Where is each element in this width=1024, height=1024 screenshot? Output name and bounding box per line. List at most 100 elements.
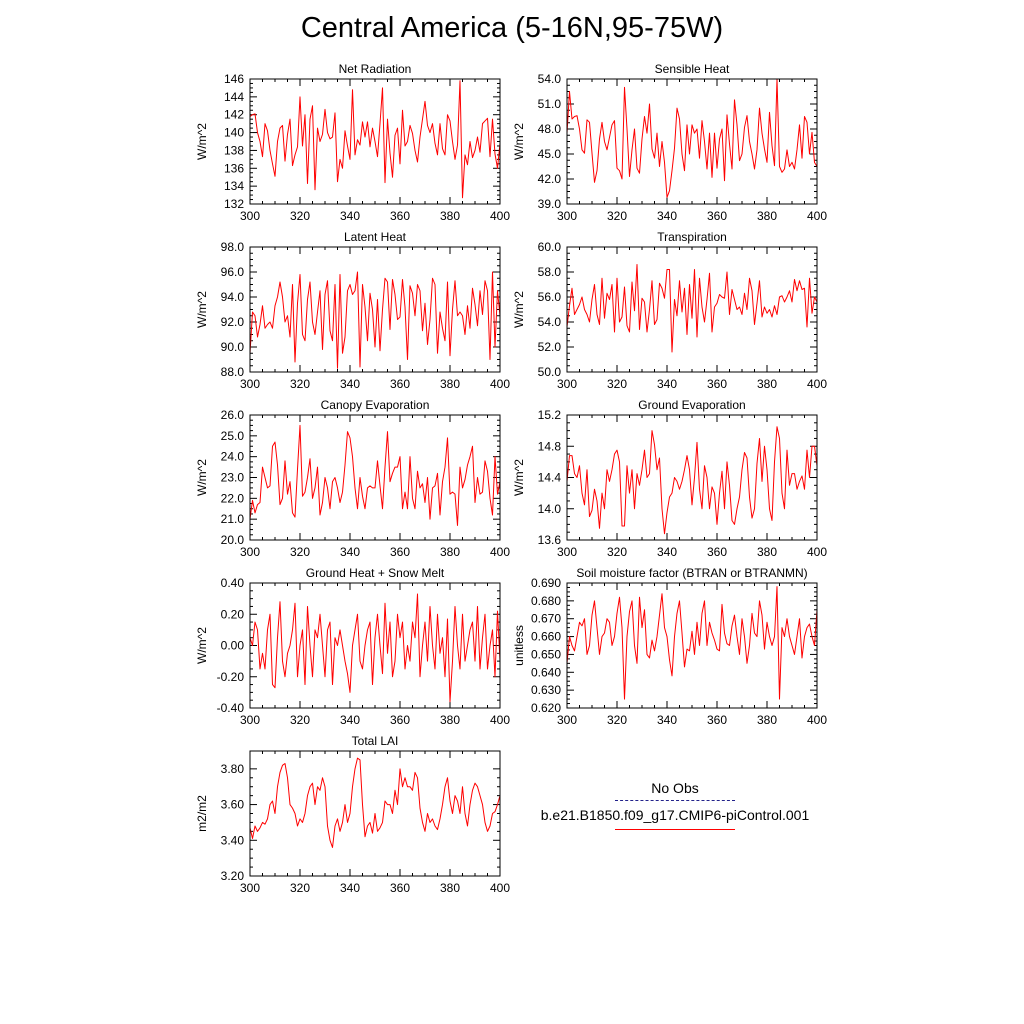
legend: No Obs b.e21.B1850.f09_g17.CMIP6-piContr… [520, 780, 830, 830]
y-tick-label: -0.40 [217, 701, 245, 715]
x-tick-label: 320 [607, 209, 627, 223]
panel-9: Total LAI 300 320 340 360 380 400 3.20 3.40 3.60 3… [195, 734, 510, 895]
x-tick-label: 300 [557, 713, 577, 727]
legend-model-line [615, 829, 735, 830]
y-axis-label: W/m^2 [195, 123, 209, 160]
x-tick-label: 300 [240, 881, 260, 895]
y-tick-label: 0.660 [531, 630, 561, 644]
x-tick-label: 400 [490, 545, 510, 559]
series-line [249, 424, 501, 526]
series-line [249, 757, 501, 848]
x-tick-label: 300 [240, 209, 260, 223]
y-tick-label: 45.0 [538, 147, 562, 161]
x-tick-label: 340 [340, 545, 360, 559]
x-tick-label: 340 [340, 209, 360, 223]
x-tick-label: 360 [707, 545, 727, 559]
plot-frame [249, 246, 501, 373]
y-tick-label: 56.0 [538, 290, 562, 304]
y-tick-label: 26.0 [221, 408, 245, 422]
y-tick-label: 96.0 [221, 265, 245, 279]
panel-title: Sensible Heat [655, 62, 730, 76]
plot-frame [566, 246, 818, 373]
x-tick-label: 400 [490, 377, 510, 391]
x-tick-label: 360 [707, 713, 727, 727]
panel-title: Transpiration [657, 230, 727, 244]
y-tick-label: 50.0 [538, 365, 562, 379]
y-tick-label: 3.40 [221, 833, 245, 847]
x-tick-label: 340 [657, 545, 677, 559]
plot-frame [249, 582, 501, 709]
y-tick-label: 54.0 [538, 72, 562, 86]
y-tick-label: 0.640 [531, 665, 561, 679]
y-tick-label: 0.690 [531, 576, 561, 590]
plot-frame [566, 78, 818, 205]
panel-title: Total LAI [352, 734, 399, 748]
y-tick-label: 14.8 [538, 439, 562, 453]
x-tick-label: 400 [807, 713, 827, 727]
plot-frame [566, 582, 818, 709]
panel-5: Canopy Evaporation 300 320 340 360 380 400 20.0… [195, 398, 510, 559]
x-tick-label: 400 [490, 713, 510, 727]
series-line [566, 426, 818, 535]
x-tick-label: 380 [757, 713, 777, 727]
y-tick-label: 60.0 [538, 240, 562, 254]
x-tick-label: 400 [807, 209, 827, 223]
panel-1: Net Radiation 300 320 340 360 380 400 132 134 136… [195, 62, 510, 223]
x-tick-label: 340 [657, 713, 677, 727]
x-tick-label: 400 [807, 545, 827, 559]
y-tick-label: 132 [224, 197, 244, 211]
y-tick-label: 20.0 [221, 533, 245, 547]
x-tick-label: 320 [290, 713, 310, 727]
x-tick-label: 400 [490, 209, 510, 223]
plot-frame [249, 750, 501, 877]
x-tick-label: 300 [240, 545, 260, 559]
panel-4: Transpiration 300 320 340 360 380 400 50.0 52.0 5… [512, 230, 827, 391]
x-tick-label: 340 [340, 881, 360, 895]
x-tick-label: 360 [707, 209, 727, 223]
x-tick-label: 320 [607, 713, 627, 727]
y-tick-label: 0.670 [531, 612, 561, 626]
x-tick-label: 320 [290, 545, 310, 559]
panel-6: Ground Evaporation 300 320 340 360 380 400 13.6… [512, 398, 827, 559]
series-line [249, 80, 501, 199]
y-tick-label: 13.6 [538, 533, 562, 547]
panel-7: Ground Heat + Snow Melt 300 320 340 360 380 40… [195, 566, 510, 727]
x-tick-label: 360 [390, 377, 410, 391]
y-tick-label: 3.80 [221, 762, 245, 776]
x-tick-label: 300 [240, 377, 260, 391]
series-line [249, 593, 501, 703]
x-tick-label: 380 [757, 545, 777, 559]
series-line [566, 264, 818, 353]
y-tick-label: 0.620 [531, 701, 561, 715]
x-tick-label: 360 [707, 377, 727, 391]
y-tick-label: 0.40 [221, 576, 245, 590]
y-tick-label: 39.0 [538, 197, 562, 211]
y-tick-label: 142 [224, 108, 244, 122]
x-tick-label: 320 [290, 377, 310, 391]
x-tick-label: 360 [390, 545, 410, 559]
plot-frame [249, 78, 501, 205]
x-tick-label: 300 [557, 545, 577, 559]
y-tick-label: 21.0 [221, 512, 245, 526]
y-axis-label: W/m^2 [195, 459, 209, 496]
y-tick-label: 52.0 [538, 340, 562, 354]
plot-frame [249, 414, 501, 541]
x-tick-label: 300 [557, 209, 577, 223]
panel-title: Ground Evaporation [638, 398, 745, 412]
y-axis-label: W/m^2 [512, 459, 526, 496]
y-tick-label: 98.0 [221, 240, 245, 254]
x-tick-label: 380 [440, 209, 460, 223]
y-tick-label: 15.2 [538, 408, 562, 422]
x-tick-label: 400 [807, 377, 827, 391]
x-tick-label: 340 [657, 377, 677, 391]
figure-title: Central America (5-16N,95-75W) [300, 12, 724, 44]
x-tick-label: 380 [757, 209, 777, 223]
y-tick-label: -0.20 [217, 670, 245, 684]
y-axis-label: unitless [512, 625, 526, 666]
panel-title: Latent Heat [344, 230, 407, 244]
x-tick-label: 360 [390, 881, 410, 895]
x-tick-label: 320 [290, 209, 310, 223]
y-tick-label: 58.0 [538, 265, 562, 279]
y-axis-label: m2/m2 [195, 795, 209, 832]
y-tick-label: 54.0 [538, 315, 562, 329]
